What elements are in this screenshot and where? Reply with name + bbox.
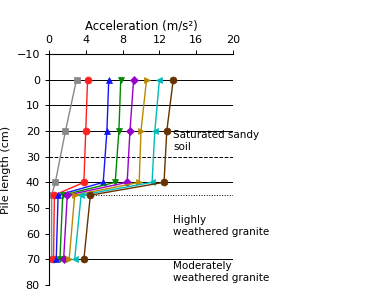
Text: Highly
weathered granite: Highly weathered granite xyxy=(173,215,270,237)
Text: Moderately
weathered granite: Moderately weathered granite xyxy=(173,261,270,283)
Title: Acceleration (m/s²): Acceleration (m/s²) xyxy=(85,20,197,32)
Text: Saturated sandy
soil: Saturated sandy soil xyxy=(173,130,259,152)
Y-axis label: Pile length (cm): Pile length (cm) xyxy=(1,125,11,214)
